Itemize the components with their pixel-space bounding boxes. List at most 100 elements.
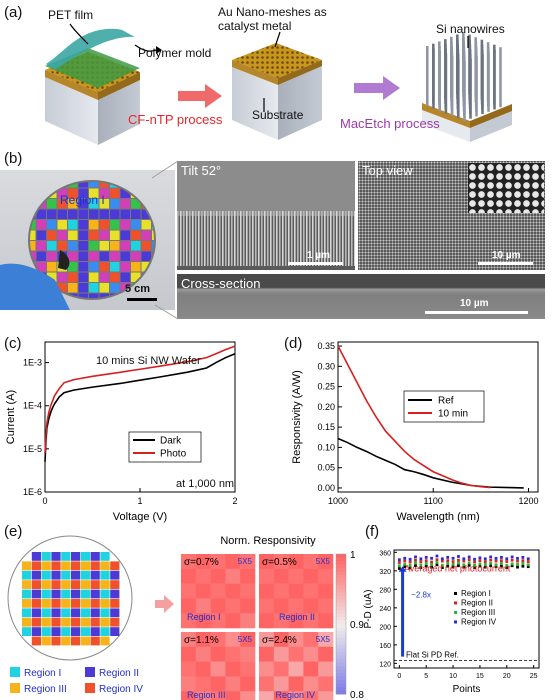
wafer-map-die <box>110 561 120 571</box>
pd-point <box>408 566 412 570</box>
heatmap-cell <box>288 554 304 570</box>
heatmap-cell <box>240 691 256 700</box>
cross-scale-label: 10 µm <box>460 298 489 309</box>
wafer-map-die <box>61 552 71 561</box>
pd-legend-swatch <box>454 610 457 614</box>
pd-plot-frame <box>393 549 540 669</box>
sem-wire <box>327 211 329 266</box>
wafer-die <box>68 262 78 272</box>
pd-point <box>526 563 530 567</box>
wafer-die <box>89 230 99 240</box>
pd-xtick-label: 20 <box>503 673 511 680</box>
pd-point <box>403 565 407 569</box>
wafer-map-die <box>71 599 81 608</box>
heatmap-cell <box>240 676 256 692</box>
sem-wire <box>234 211 236 266</box>
wafer-map-die <box>31 570 41 580</box>
wafer-die <box>47 199 57 209</box>
wafer-map-die <box>90 580 100 589</box>
wafer-map-die <box>22 589 32 599</box>
wafer-map-die <box>71 552 81 561</box>
wafer-map-die <box>90 589 100 599</box>
pd-point <box>451 562 455 566</box>
sem-wire <box>297 211 299 266</box>
heatmap-cell <box>225 691 241 700</box>
pd-point <box>505 566 509 569</box>
wafer-map-die <box>61 580 71 589</box>
heatmap-sigma: σ=1.1% <box>184 635 219 646</box>
heatmap-arrow <box>155 595 174 613</box>
pd-point <box>403 559 407 563</box>
pd-point <box>526 565 530 569</box>
wafer-die <box>47 272 57 282</box>
heatmap-cell <box>259 632 275 648</box>
sem-wire <box>306 211 308 266</box>
wafer-die <box>131 241 141 251</box>
pd-point <box>440 559 444 563</box>
sem-cross-label: Cross-section <box>181 276 261 291</box>
nanowire <box>493 49 496 110</box>
nanowire <box>475 56 478 117</box>
pd-point <box>521 562 525 565</box>
wafer-map-die <box>80 570 90 580</box>
wafer-map-die <box>51 580 61 589</box>
wafer-map-die <box>31 580 41 589</box>
wafer-die <box>89 209 99 219</box>
pd-point <box>414 555 417 559</box>
pd-point <box>505 560 509 563</box>
wafer-map-die <box>51 570 61 580</box>
heatmap-cell <box>303 676 319 692</box>
pd-point <box>419 563 423 567</box>
colorbar-segment <box>336 645 346 649</box>
wafer-map-die <box>100 561 110 571</box>
wafer-die <box>89 188 99 198</box>
wafer-die <box>47 220 57 230</box>
wafer-die <box>131 230 141 240</box>
wafer-die <box>78 283 88 293</box>
heatmap-cell <box>181 598 197 614</box>
pd-point <box>478 556 482 560</box>
colorbar-segment <box>336 606 346 611</box>
wafer-die <box>78 262 88 272</box>
wafer-map-die <box>51 552 61 561</box>
colorbar-segment <box>336 599 346 604</box>
resp-ylabel: Responsivity (A/W) <box>291 370 303 464</box>
wafer-die <box>36 209 46 219</box>
heatmap-cell <box>259 583 275 599</box>
heatmap-cell <box>259 661 275 677</box>
heatmap-cell <box>181 646 197 662</box>
heatmap-cell <box>288 613 304 629</box>
pd-point <box>424 556 428 559</box>
wafer-map-die <box>51 608 61 618</box>
wafer-die <box>36 220 46 230</box>
heatmap-cell <box>303 661 319 677</box>
wafer-map-die <box>110 599 120 608</box>
iv-xtick-label: 1 <box>137 496 142 506</box>
pd-point <box>516 562 519 566</box>
heatmap-cell <box>195 583 211 599</box>
chart-photocurrent: 120 160 200 240 280 320 360 0 5 10 15 20 25 Points P-D… <box>363 549 540 695</box>
pd-point <box>500 556 503 559</box>
wafer-map-die <box>41 627 51 636</box>
process-arrow-2 <box>354 76 400 100</box>
wafer-map-die <box>80 589 90 599</box>
wafer-map-die <box>110 589 120 599</box>
wafer-die <box>47 230 57 240</box>
wafer-map-die <box>90 617 100 627</box>
sem-wire <box>291 211 293 266</box>
nanowire-block <box>422 32 512 142</box>
heatmap-cell <box>195 676 211 692</box>
colorbar-segment <box>336 662 346 667</box>
zoom-lines <box>151 160 179 320</box>
colorbar-segment <box>336 557 346 562</box>
wafer-die <box>30 230 36 240</box>
wafer-die <box>30 220 36 230</box>
colorbar-segment <box>336 687 346 691</box>
pd-point <box>457 555 460 558</box>
sem-top-inset <box>468 163 544 213</box>
iv-legend-label: Photo <box>160 449 187 460</box>
tilt-scale-bar <box>288 262 343 265</box>
iv-series-dark <box>44 353 236 462</box>
colorbar-frame <box>335 553 347 695</box>
wafer-die <box>99 188 109 198</box>
